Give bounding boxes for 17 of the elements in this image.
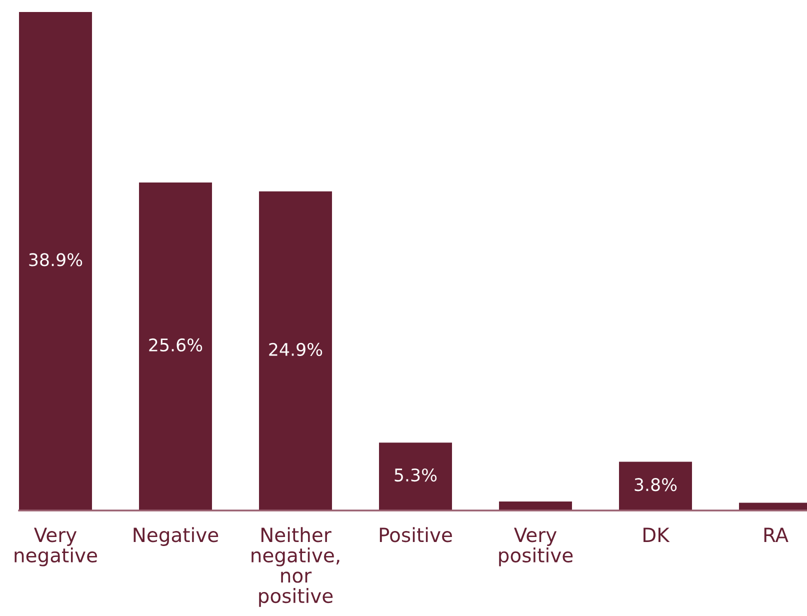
x-tick-label: Neither negative, nor positive (252, 527, 340, 607)
bar (619, 462, 692, 510)
x-tick-label: Very positive (499, 528, 573, 566)
bar (19, 12, 92, 510)
data-label: 5.3% (394, 468, 437, 482)
x-tick-label: Positive (380, 527, 452, 542)
x-tick-label: Negative (134, 527, 218, 546)
bar (379, 442, 452, 510)
data-label: 25.6% (149, 338, 202, 352)
x-tick-label: Very negative (14, 528, 97, 566)
x-tick-label: RA (764, 528, 788, 542)
data-label: 38.9% (29, 253, 82, 266)
bar (139, 182, 212, 510)
bar (259, 191, 332, 510)
data-label: 3.8% (634, 478, 677, 492)
data-label: 24.9% (269, 342, 322, 356)
x-tick-label: DK (644, 528, 670, 542)
